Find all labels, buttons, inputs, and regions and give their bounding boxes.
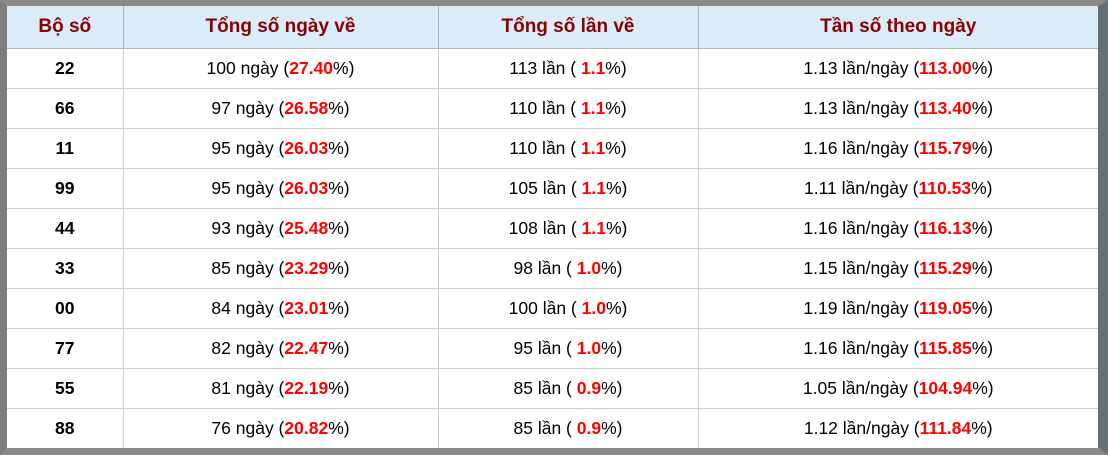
percent-value: 110.53 — [918, 178, 972, 198]
table-row: 33 85 ngày (23.29%) 98 lần ( 1.0%) 1.15 lần… — [7, 248, 1098, 289]
days-cell: 82 ngày (22.47%) — [122, 328, 438, 369]
percent-value: 23.01 — [284, 298, 329, 318]
pair-cell: 66 — [7, 88, 123, 129]
percent-value: 116.13 — [919, 218, 972, 238]
pair-cell: 99 — [7, 168, 123, 209]
pair-cell: 77 — [7, 328, 123, 369]
table-row: 66 97 ngày (26.58%) 110 lần ( 1.1%) 1.13 lầ… — [7, 88, 1098, 129]
frequency-cell: 1.15 lần/ngày (115.29%) — [697, 248, 1098, 289]
days-cell: 100 ngày (27.40%) — [122, 48, 438, 89]
pair-cell: 22 — [7, 48, 123, 89]
days-cell: 97 ngày (26.58%) — [122, 88, 438, 129]
times-cell: 100 lần ( 1.0%) — [437, 288, 698, 329]
percent-value: 25.48 — [284, 218, 329, 238]
table-body: 22 100 ngày (27.40%) 113 lần ( 1.1%) 1.13 l… — [7, 48, 1098, 448]
percent-value: 0.9 — [576, 418, 602, 438]
percent-value: 1.1 — [580, 58, 606, 78]
percent-value: 26.03 — [284, 178, 329, 198]
percent-value: 23.29 — [284, 258, 329, 278]
days-cell: 93 ngày (25.48%) — [122, 208, 438, 249]
percent-value: 1.0 — [581, 298, 606, 318]
table-row: 88 76 ngày (20.82%) 85 lần ( 0.9%) 1.12 lần… — [7, 408, 1098, 448]
times-cell: 85 lần ( 0.9%) — [437, 408, 698, 448]
percent-value: 1.1 — [581, 178, 606, 198]
times-cell: 113 lần ( 1.1%) — [437, 48, 698, 89]
percent-value: 119.05 — [919, 298, 972, 318]
percent-value: 22.47 — [284, 338, 329, 358]
times-cell: 98 lần ( 1.0%) — [437, 248, 698, 289]
days-cell: 95 ngày (26.03%) — [122, 128, 438, 169]
percent-value: 1.1 — [581, 218, 606, 238]
percent-value: 115.85 — [919, 338, 972, 358]
percent-value: 1.0 — [576, 338, 602, 358]
days-cell: 84 ngày (23.01%) — [122, 288, 438, 329]
table-row: 77 82 ngày (22.47%) 95 lần ( 1.0%) 1.16 lần… — [7, 328, 1098, 369]
percent-value: 115.79 — [919, 138, 972, 158]
percent-value: 1.1 — [580, 138, 606, 158]
table-row: 55 81 ngày (22.19%) 85 lần ( 0.9%) 1.05 lần… — [7, 368, 1098, 409]
percent-value: 0.9 — [576, 378, 602, 398]
times-cell: 108 lần ( 1.1%) — [437, 208, 698, 249]
frequency-cell: 1.13 lần/ngày (113.00%) — [697, 48, 1098, 89]
pair-cell: 55 — [7, 368, 123, 409]
table-row: 99 95 ngày (26.03%) 105 lần ( 1.1%) 1.11 lầ… — [7, 168, 1098, 209]
column-header-times: Tổng số lần về — [437, 6, 698, 49]
percent-value: 20.82 — [284, 418, 329, 438]
table-row: 11 95 ngày (26.03%) 110 lần ( 1.1%) 1.16 lầ… — [7, 128, 1098, 169]
frequency-cell: 1.19 lần/ngày (119.05%) — [697, 288, 1098, 329]
frequency-cell: 1.13 lần/ngày (113.40%) — [697, 88, 1098, 129]
days-cell: 76 ngày (20.82%) — [122, 408, 438, 448]
days-cell: 81 ngày (22.19%) — [122, 368, 438, 409]
percent-value: 113.40 — [919, 98, 972, 118]
times-cell: 110 lần ( 1.1%) — [437, 128, 698, 169]
percent-value: 1.1 — [580, 98, 606, 118]
percent-value: 111.84 — [919, 418, 972, 438]
frequency-cell: 1.16 lần/ngày (115.79%) — [697, 128, 1098, 169]
percent-value: 115.29 — [919, 258, 972, 278]
times-cell: 85 lần ( 0.9%) — [437, 368, 698, 409]
times-cell: 110 lần ( 1.1%) — [437, 88, 698, 129]
table-row: 22 100 ngày (27.40%) 113 lần ( 1.1%) 1.13 l… — [7, 48, 1098, 89]
table-row: 44 93 ngày (25.48%) 108 lần ( 1.1%) 1.16 lầ… — [7, 208, 1098, 249]
days-cell: 95 ngày (26.03%) — [122, 168, 438, 209]
pair-cell: 33 — [7, 248, 123, 289]
percent-value: 26.03 — [284, 138, 329, 158]
percent-value: 1.0 — [576, 258, 602, 278]
days-cell: 85 ngày (23.29%) — [122, 248, 438, 289]
percent-value: 27.40 — [289, 58, 334, 78]
percent-value: 104.94 — [918, 378, 973, 398]
times-cell: 105 lần ( 1.1%) — [437, 168, 698, 209]
pair-cell: 11 — [7, 128, 123, 169]
times-cell: 95 lần ( 1.0%) — [437, 328, 698, 369]
frequency-cell: 1.12 lần/ngày (111.84%) — [697, 408, 1098, 448]
percent-value: 113.00 — [919, 58, 972, 78]
column-header-frequency: Tần số theo ngày — [697, 6, 1098, 49]
percent-value: 26.58 — [284, 98, 329, 118]
pair-cell: 00 — [7, 288, 123, 329]
header-row: Bộ số Tổng số ngày về Tổng số lần về Tần… — [7, 6, 1098, 49]
percent-value: 22.19 — [284, 378, 329, 398]
frequency-cell: 1.16 lần/ngày (115.85%) — [697, 328, 1098, 369]
lottery-stats-table: Bộ số Tổng số ngày về Tổng số lần về Tần… — [7, 6, 1098, 448]
column-header-days: Tổng số ngày về — [122, 6, 438, 49]
pair-cell: 44 — [7, 208, 123, 249]
frequency-cell: 1.16 lần/ngày (116.13%) — [697, 208, 1098, 249]
pair-cell: 88 — [7, 408, 123, 448]
frequency-cell: 1.11 lần/ngày (110.53%) — [697, 168, 1098, 209]
frequency-cell: 1.05 lần/ngày (104.94%) — [697, 368, 1098, 409]
column-header-pair: Bộ số — [7, 6, 123, 49]
table-row: 00 84 ngày (23.01%) 100 lần ( 1.0%) 1.19 lầ… — [7, 288, 1098, 329]
